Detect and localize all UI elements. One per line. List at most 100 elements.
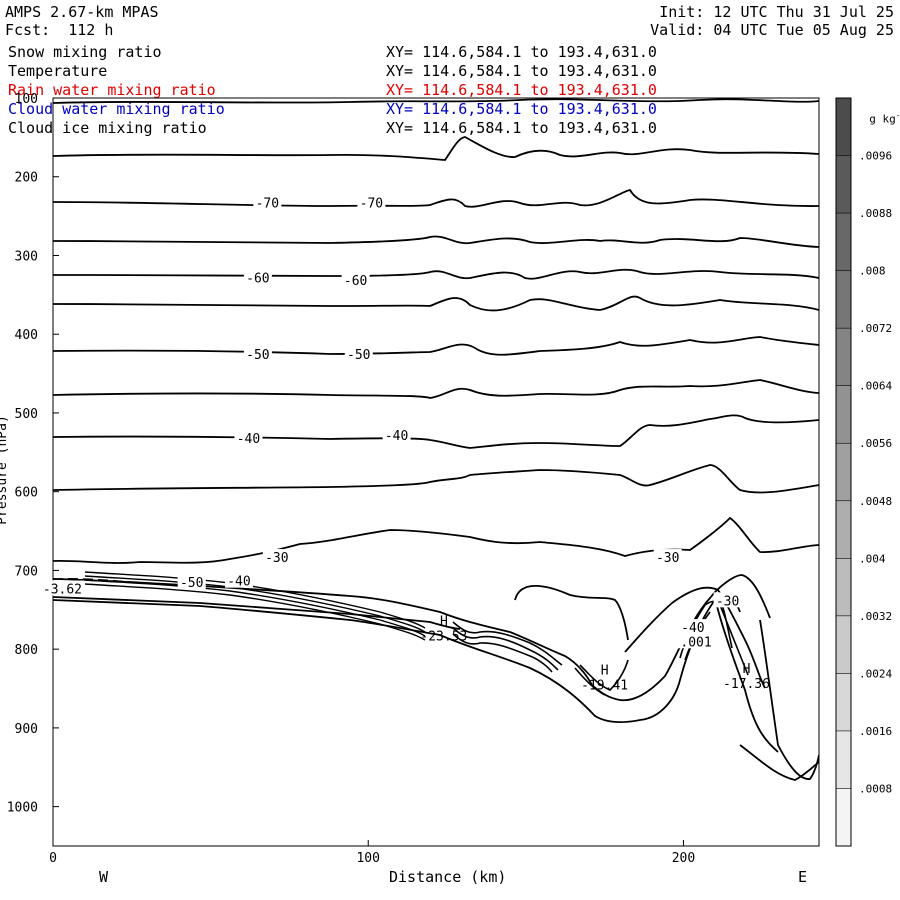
contour-label-bg [678,619,707,635]
colorbar-band [836,155,851,214]
isotherm-m10 [759,619,819,780]
contour-label-bg [341,271,370,287]
contour-label: -3.62 [43,583,82,598]
colorbar-band [836,385,851,444]
isotherm-terrain-upper [53,596,461,630]
field-extent: XY= 114.6,584.1 to 193.4,631.0 [386,62,657,80]
isotherm-m60 [53,268,819,280]
colorbar-band [836,500,851,559]
colorbar-tick-label: .008 [859,265,886,278]
init-time: Init: 12 UTC Thu 31 Jul 25 [659,3,894,21]
east-label: E [798,868,808,886]
colorbar-band [836,270,851,329]
valid-time: Valid: 04 UTC Tue 05 Aug 25 [650,21,894,39]
contour-label-bg [253,194,282,210]
field-name: Rain water mixing ratio [8,81,216,99]
extremum-marker: H [440,615,448,630]
x-tick-label: 200 [672,851,695,866]
y-tick-label: 1000 [7,801,38,816]
x-axis-ticks: 0 100 200 [49,840,695,866]
isotherm-m35 [53,464,819,494]
field-name: Temperature [8,62,108,80]
isotherm-m55 [53,295,819,312]
isotherm-m30 [53,516,819,564]
y-tick-label: 900 [15,722,38,737]
y-tick-label: 300 [15,249,38,264]
contour-label-bg [224,572,253,588]
contour-label-bg [234,430,263,446]
contour-label: -40 [385,429,408,444]
contour-label: -30 [656,551,679,566]
temperature-contours [53,98,819,781]
field-name: Cloud water mixing ratio [8,100,225,118]
extremum-marker: H [743,662,751,677]
y-axis-ticks: 100 200 300 400 500 600 700 800 900 1000 [7,92,59,816]
contour-label: -40 [227,575,250,590]
contour-label-bg [243,345,272,361]
colorbar-tick-label: .0048 [859,495,892,508]
field-extent: XY= 114.6,584.1 to 193.4,631.0 [386,100,657,118]
colorbar-tick-label: .0088 [859,207,892,220]
contour-label: -30 [716,594,739,609]
colorbar-unit: g kg-1 [869,111,900,126]
colorbar-band [836,558,851,616]
contour-label: -50 [347,348,370,363]
contour-label-bg [262,549,291,565]
colorbar-frame [835,97,852,847]
isotherm-m15 [514,585,629,641]
isotherm-ridge [714,597,779,753]
y-tick-label: 800 [15,643,38,658]
contour-label: -70 [256,197,279,212]
isotherm-200 [53,136,819,161]
contour-label-bg [713,592,742,608]
colorbar-tick-label: .0016 [859,725,892,738]
x-axis-title: Distance (km) [389,868,507,886]
contour-label-bg [357,194,386,210]
contour-label-bg [344,345,373,361]
west-label: W [99,868,109,886]
contour-label-bg [382,426,411,442]
x-tick-label: 100 [356,851,379,866]
contour-label-bg [653,549,682,565]
y-tick-label: 400 [15,328,38,343]
field-extent: XY= 114.6,584.1 to 193.4,631.0 [386,43,657,61]
colorbar-band [836,615,851,674]
contour-label: -40 [681,621,704,636]
isotherm-m50 [53,336,819,356]
colorbar-tick-label: .0096 [859,150,892,163]
colorbar-tick-label: .0024 [859,667,892,680]
extremum-value: -19.41 [581,678,628,693]
colorbar-band [836,730,851,789]
contour-label: -50 [180,576,203,591]
extremum-value: -23.53 [420,630,467,645]
colorbar-tick-label: .0072 [859,322,892,335]
colorbar-band [836,213,851,271]
contour-label: -50 [246,348,269,363]
y-tick-label: 200 [15,171,38,186]
isotherm-m45 [53,379,819,399]
colorbar-band [836,788,851,846]
colorbar-tick-label: .0032 [859,610,892,623]
isotherm-peak [624,586,766,689]
y-tick-label: 600 [15,486,38,501]
contour-label: -60 [344,274,367,289]
y-tick-label: 700 [15,564,38,579]
colorbar-tick-label: .004 [859,552,886,565]
contour-label: -70 [360,197,383,212]
extremum-value: -17.36 [723,677,770,692]
contour-label: -60 [246,272,269,287]
colorbar-tick-label: .0064 [859,380,892,393]
extremum-marker: H [601,663,609,678]
isotherm-tropopause [53,98,819,104]
field-name: Snow mixing ratio [8,43,162,61]
isotherm-m70 [53,188,819,208]
contour-label-bg [678,633,715,649]
isotherm-m20 [53,594,741,723]
colorbar-tick-label: .0056 [859,437,892,450]
y-tick-label: 500 [15,407,38,422]
contour-label: -40 [237,432,260,447]
model-title: AMPS 2.67-km MPAS [5,3,159,21]
contour-label-bg [243,269,272,285]
field-extent: XY= 114.6,584.1 to 193.4,631.0 [386,81,657,99]
isotherm-m65 [53,235,819,248]
